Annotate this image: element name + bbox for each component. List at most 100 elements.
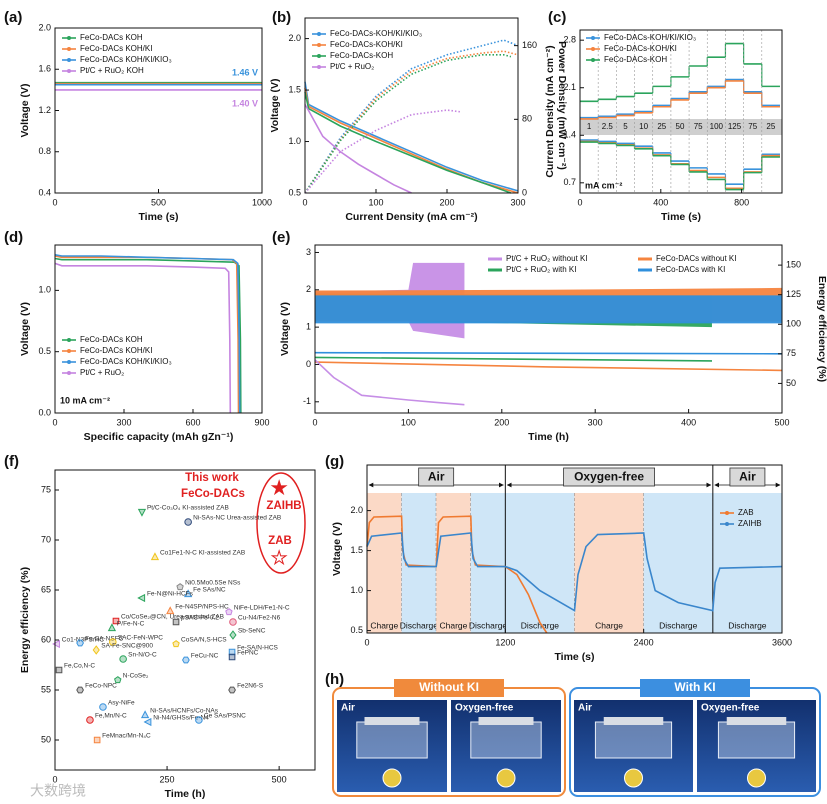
- y-tick-label: 2.0: [38, 22, 51, 32]
- series-line: [366, 532, 783, 612]
- step-label: 50: [676, 122, 685, 131]
- panel-label: (a): [4, 9, 22, 26]
- x-tick-label: 0: [312, 417, 317, 427]
- x-tick-label: 400: [653, 197, 668, 207]
- point: [112, 617, 120, 625]
- point: [172, 618, 180, 626]
- series-line: [314, 359, 465, 406]
- label-band: [580, 119, 782, 135]
- panel: 0 100 200 300 0.5 1.0 1.5 2.0 0 80 160 Current Dens…: [269, 9, 568, 223]
- point: [76, 686, 84, 694]
- photo-label: Oxygen-free: [701, 703, 760, 714]
- series-line: [304, 91, 512, 194]
- y-axis-label: Current Density (mA cm⁻²): [544, 45, 556, 177]
- point-label: Fe-SA-NSFC: [85, 636, 124, 643]
- step-label: 100: [710, 122, 724, 131]
- point: [228, 686, 236, 694]
- x-tick-label: 100: [401, 417, 416, 427]
- y2-tick-label: 125: [786, 289, 801, 299]
- region: [643, 493, 713, 633]
- step-label: 5: [623, 122, 628, 131]
- point-label: Ni-N4/GHSs/Fe-N4: [153, 715, 209, 722]
- legend-marker: [67, 69, 71, 73]
- legend-marker: [67, 47, 71, 51]
- series-line: [366, 515, 548, 634]
- legend-marker: [67, 338, 71, 342]
- phase-label: Oxygen-free: [574, 470, 644, 484]
- plot-frame: [579, 29, 783, 194]
- panel: 0 500 1000 0.4 0.8 1.2 1.6 2.0 Time (s) Voltage (…: [4, 9, 272, 223]
- step-label: 125: [728, 122, 742, 131]
- region: [505, 493, 575, 633]
- point-label: Fe-SA/N-HCS: [237, 645, 278, 652]
- annotation: 1.40 V: [232, 98, 258, 108]
- annotation: FeCo-DACs: [181, 488, 245, 500]
- y-tick-label: 1.0: [288, 136, 301, 146]
- panel: Charge Discharge Charge Discharge Discharge C…: [325, 453, 792, 663]
- y-tick-label: 75: [41, 484, 51, 494]
- photo-device: [594, 721, 673, 759]
- legend-label: FeCo-DACs KOH: [80, 335, 143, 344]
- y-tick-label: 2: [306, 284, 311, 294]
- x-axis-label: Time (h): [528, 431, 569, 443]
- point: [86, 716, 94, 724]
- y-axis-label: Energy efficiency (%): [19, 567, 31, 673]
- x-axis-label: Current Density (mA cm⁻²): [345, 211, 477, 223]
- step-label: 75: [748, 122, 757, 131]
- panel: 0 300 600 900 0.0 0.5 1.0 Specific capacity (mA…: [4, 229, 270, 443]
- y2-axis-label: Power Density (mW cm⁻²): [556, 41, 568, 170]
- point-label: Fe-N4SP/NPS-HC: [175, 604, 229, 611]
- region-label: Charge: [595, 620, 623, 630]
- phase-label: Air: [739, 470, 756, 484]
- series-line: [304, 104, 412, 194]
- photo-electrode: [364, 717, 420, 725]
- point: [55, 666, 63, 674]
- y-tick-label: 1: [306, 322, 311, 332]
- annotation: ZAB: [268, 535, 292, 547]
- x-axis-label: Time (s): [138, 211, 178, 223]
- series-line: [314, 361, 783, 372]
- x-tick-label: 0: [52, 774, 57, 784]
- y2-tick-label: 75: [786, 348, 796, 358]
- y-tick-label: 3: [306, 247, 311, 257]
- series-line: [54, 254, 241, 414]
- panel-label: (b): [272, 9, 291, 26]
- point: [140, 710, 150, 719]
- group-title-box: [394, 679, 504, 697]
- point: [137, 593, 146, 603]
- x-axis-label: Specific capacity (mAh gZn⁻¹): [84, 431, 234, 443]
- x-tick-label: 0: [302, 197, 307, 207]
- point-label: FeCu-NC: [191, 653, 219, 660]
- point-label: pSAC-Fe-0.2: [181, 615, 219, 622]
- y-tick-label: 1.0: [350, 585, 363, 595]
- photo-device: [717, 721, 796, 759]
- series-line: [314, 351, 783, 355]
- legend-marker: [67, 58, 71, 62]
- panel: 0 100 200 300 400 500 -1 0 1 2 3 50 75 100 125 150 Time …: [272, 229, 827, 443]
- legend-label: FeCo-DACs KOH: [80, 33, 143, 42]
- x-tick-label: 1200: [495, 637, 515, 647]
- panel-label: (g): [325, 453, 344, 470]
- x-axis-label: Time (s): [661, 211, 701, 223]
- photo-led: [382, 768, 402, 788]
- point-label: P/Fe-N-C: [117, 621, 145, 628]
- point-label: SAC-FeN-WPC: [118, 635, 163, 642]
- point-label: Fe-N@Ni-HCFs: [147, 591, 194, 598]
- legend-marker: [725, 511, 729, 515]
- panel-label: (h): [325, 671, 344, 688]
- point: [107, 623, 117, 632]
- x-tick-label: 1000: [252, 197, 272, 207]
- legend-label: FeCo-DACs KOH/KI/KIO₃: [80, 55, 172, 64]
- point-label: N-CoSe₂: [123, 673, 149, 680]
- legend-marker: [591, 47, 595, 51]
- y-tick-label: 70: [41, 534, 51, 544]
- y-axis-label: Voltage (V): [19, 83, 31, 137]
- legend-marker: [591, 58, 595, 62]
- panel-label: (c): [548, 9, 566, 26]
- point: [52, 639, 60, 649]
- point: [270, 479, 288, 496]
- y2-tick-label: 150: [786, 259, 801, 269]
- y-tick-label: 1.0: [38, 285, 51, 295]
- y-tick-label: 0.8: [38, 146, 51, 156]
